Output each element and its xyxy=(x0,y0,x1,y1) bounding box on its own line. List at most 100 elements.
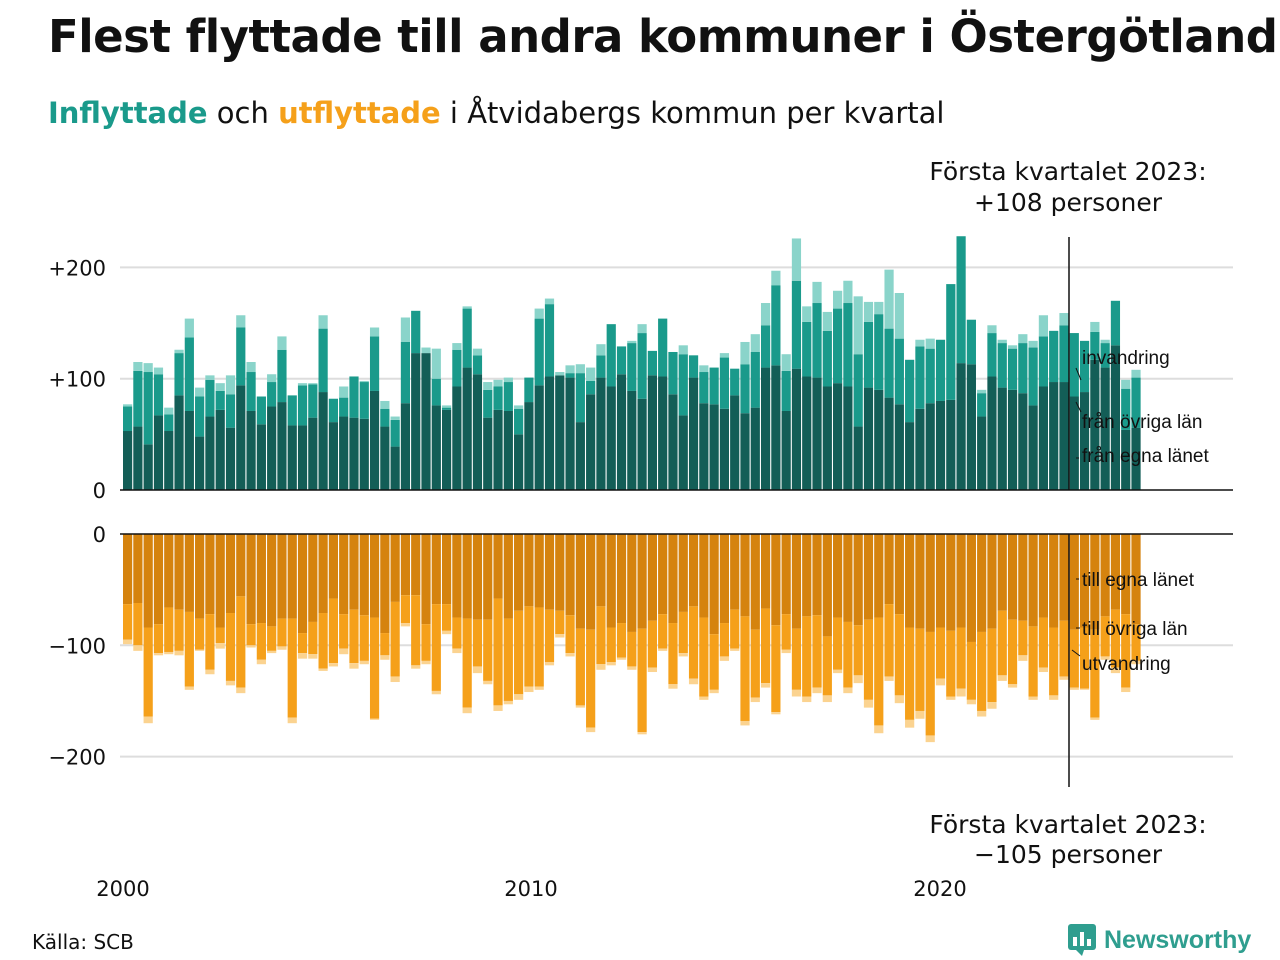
newsworthy-logo[interactable]: Newsworthy xyxy=(1068,924,1251,956)
annotation-top-line1: Första kvartalet 2023: xyxy=(929,157,1206,186)
bar-till-egna-länet xyxy=(627,534,637,632)
bar-från-egna-länet xyxy=(668,394,678,490)
bar-till-egna-länet xyxy=(997,534,1007,611)
bar-från-egna-länet xyxy=(1110,345,1121,490)
bar-invandring xyxy=(1059,313,1069,326)
bar-från-övriga-län xyxy=(472,355,483,375)
bar-från-övriga-län xyxy=(606,324,616,387)
bar-till-egna-länet xyxy=(225,534,236,614)
bar-invandring xyxy=(123,404,133,407)
subtitle-och: och xyxy=(207,96,279,130)
bar-från-övriga-län xyxy=(781,370,791,411)
bar-utvandring xyxy=(894,695,904,704)
series-label: från egna länet xyxy=(1082,446,1209,467)
bar-utvandring xyxy=(791,689,802,697)
bar-till-egna-länet xyxy=(709,534,719,635)
bar-till-övriga-län xyxy=(688,606,699,679)
bar-invandring xyxy=(925,338,935,349)
bar-från-egna-länet xyxy=(153,415,164,490)
bar-till-övriga-län xyxy=(380,633,390,656)
bar-till-egna-länet xyxy=(987,534,997,629)
bar-utvandring xyxy=(647,667,657,673)
bar-från-övriga-län xyxy=(1038,336,1049,387)
bar-invandring xyxy=(843,280,853,304)
bar-från-övriga-län xyxy=(812,303,822,378)
bar-invandring xyxy=(400,317,411,342)
bar-från-egna-länet xyxy=(1090,359,1100,490)
bar-från-övriga-län xyxy=(514,408,524,435)
bar-till-övriga-län xyxy=(843,621,853,688)
bar-till-övriga-län xyxy=(236,596,246,688)
bar-till-egna-länet xyxy=(565,534,575,616)
bar-utvandring xyxy=(668,684,678,689)
bar-till-egna-länet xyxy=(905,534,915,628)
bar-utvandring xyxy=(1038,667,1049,673)
annotation-bottom-line2: −105 personer xyxy=(974,840,1163,869)
bar-till-egna-länet xyxy=(164,534,174,608)
bar-till-övriga-län xyxy=(267,626,277,651)
bar-till-egna-länet xyxy=(678,534,688,612)
bar-från-egna-länet xyxy=(493,409,503,490)
bar-till-egna-länet xyxy=(760,534,771,609)
bar-invandring xyxy=(483,382,493,390)
bar-till-egna-länet xyxy=(524,534,534,607)
bar-från-egna-länet xyxy=(719,408,730,490)
bar-utvandring xyxy=(575,705,585,708)
bar-från-egna-länet xyxy=(1121,429,1131,490)
bar-från-övriga-län xyxy=(946,284,956,400)
bar-till-övriga-län xyxy=(514,610,524,695)
bar-från-egna-länet xyxy=(349,417,359,490)
bar-från-övriga-län xyxy=(935,339,946,401)
bar-från-egna-länet xyxy=(977,416,987,490)
bar-till-övriga-län xyxy=(123,604,133,640)
bar-från-övriga-län xyxy=(236,327,246,386)
bar-utvandring xyxy=(236,687,246,694)
bar-till-övriga-län xyxy=(184,611,194,687)
bar-från-egna-länet xyxy=(534,385,544,490)
x-tick-label: 2010 xyxy=(504,877,557,901)
bar-till-övriga-län xyxy=(421,624,431,661)
bar-till-egna-länet xyxy=(863,534,874,620)
bar-utvandring xyxy=(658,648,668,651)
bar-från-övriga-län xyxy=(678,354,688,416)
bar-till-egna-länet xyxy=(555,534,565,611)
bar-invandring xyxy=(997,339,1007,344)
bar-från-övriga-län xyxy=(359,382,369,419)
bar-invandring xyxy=(719,353,730,358)
bar-från-egna-länet xyxy=(781,410,791,490)
bar-till-övriga-län xyxy=(390,601,400,677)
bar-till-övriga-län xyxy=(915,628,925,711)
bar-till-egna-länet xyxy=(688,534,699,607)
bar-utvandring xyxy=(812,687,822,694)
bar-från-egna-länet xyxy=(627,390,637,490)
bar-till-egna-länet xyxy=(380,534,390,634)
bar-från-egna-länet xyxy=(647,375,657,490)
bar-till-övriga-län xyxy=(441,604,452,631)
bar-utvandring xyxy=(802,696,812,703)
bar-från-egna-länet xyxy=(709,404,719,490)
bar-invandring xyxy=(586,367,596,381)
bar-invandring xyxy=(359,380,369,383)
bar-från-egna-länet xyxy=(359,418,369,490)
bar-från-övriga-län xyxy=(133,370,143,427)
bar-från-egna-länet xyxy=(483,417,493,490)
bar-utvandring xyxy=(946,696,956,700)
bar-utvandring xyxy=(380,655,390,660)
bar-från-egna-länet xyxy=(843,386,853,490)
bar-från-övriga-län xyxy=(308,384,318,418)
bar-utvandring xyxy=(627,666,637,670)
bar-till-egna-länet xyxy=(277,534,287,619)
bar-från-egna-länet xyxy=(390,446,400,490)
bar-utvandring xyxy=(534,686,544,690)
bar-utvandring xyxy=(174,650,184,656)
bar-utvandring xyxy=(524,686,534,693)
bar-utvandring xyxy=(318,668,328,671)
bar-från-egna-länet xyxy=(297,425,308,490)
bar-utvandring xyxy=(688,678,699,685)
bar-till-egna-länet xyxy=(966,534,976,642)
bar-invandring xyxy=(380,400,390,409)
bar-från-övriga-län xyxy=(586,380,596,395)
bar-till-egna-länet xyxy=(287,534,297,619)
bar-till-egna-länet xyxy=(915,534,925,629)
y-tick-label: 0 xyxy=(93,479,106,503)
